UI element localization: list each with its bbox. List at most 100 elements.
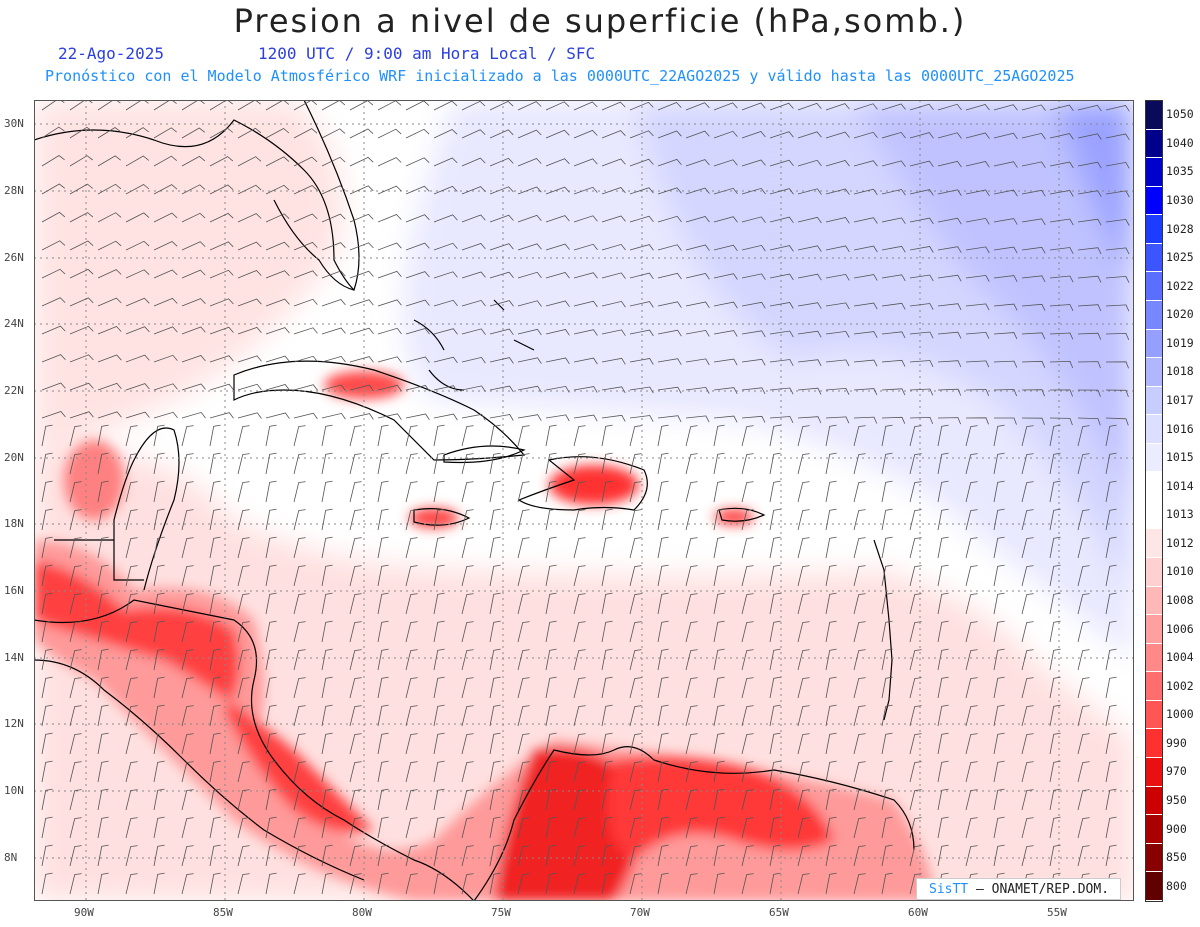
wind-barb [545, 480, 557, 503]
wind-barb [41, 816, 53, 839]
colorbar-swatch [1146, 757, 1162, 787]
wind-barb [825, 760, 837, 783]
wind-barb [69, 649, 82, 671]
wind-barb [825, 245, 850, 253]
wind-barb [1049, 648, 1061, 671]
wind-barb [349, 845, 362, 867]
wind-barb [489, 760, 501, 783]
lon-label: 80W [352, 906, 372, 919]
lat-label: 28N [4, 184, 24, 197]
wind-barb [937, 103, 962, 111]
wind-barb [965, 509, 978, 531]
wind-barb [321, 156, 346, 167]
wind-barb [125, 621, 138, 643]
wind-barb [993, 104, 1018, 111]
wind-barb [433, 157, 458, 167]
wind-barb [489, 357, 514, 364]
wind-barb [685, 677, 698, 699]
wind-barb [125, 425, 138, 447]
wind-barb [629, 621, 642, 643]
wind-barb [377, 592, 389, 615]
wind-barb [153, 326, 178, 335]
wind-barb [965, 246, 990, 254]
lon-label: 75W [491, 906, 511, 919]
wind-barb [517, 453, 530, 475]
wind-barb [993, 246, 1018, 254]
wind-barb [797, 273, 822, 281]
wind-barb [965, 189, 990, 197]
wind-barb [265, 213, 290, 223]
wind-barb [433, 356, 458, 364]
wind-barb [937, 760, 949, 783]
wind-barb [349, 413, 374, 420]
wind-barb [713, 301, 738, 309]
wind-barb [825, 872, 837, 895]
wind-barb [713, 216, 738, 223]
wind-barb [153, 297, 178, 307]
wind-barb [461, 186, 486, 195]
wind-barb [741, 509, 754, 531]
wind-barb [629, 481, 642, 503]
wind-barb [713, 872, 725, 895]
wind-barb [881, 592, 893, 615]
wind-barb [825, 131, 850, 139]
wind-barb [293, 481, 306, 503]
wind-barb [125, 649, 138, 671]
colorbar-swatch [1146, 643, 1162, 673]
wind-barb [377, 816, 389, 839]
wind-barb [405, 413, 430, 421]
wind-barb [797, 216, 822, 224]
lat-label: 24N [4, 317, 24, 330]
wind-barb [629, 761, 642, 783]
wind-barb [825, 788, 837, 811]
wind-barb [377, 760, 389, 783]
wind-barb [1077, 247, 1102, 255]
wind-barb [237, 537, 250, 559]
wind-barb [349, 213, 374, 223]
wind-barb [181, 873, 194, 895]
wind-barb [657, 592, 669, 615]
wind-barb [433, 299, 458, 307]
wind-barb [405, 271, 430, 279]
wind-barb [153, 844, 165, 867]
wind-barb [69, 677, 82, 699]
wind-barb [1077, 509, 1090, 531]
wind-barb [321, 872, 333, 895]
wind-barb [853, 873, 866, 895]
wind-barb [797, 425, 810, 447]
wind-barb [713, 187, 738, 195]
wind-barb [993, 275, 1018, 282]
wind-barb [1021, 453, 1034, 475]
wind-barb [965, 621, 978, 643]
wind-barb [573, 789, 586, 811]
wind-barb [909, 274, 934, 282]
wind-barb [181, 621, 194, 643]
wind-barb [237, 156, 262, 167]
wind-barb [657, 872, 669, 895]
wind-barb [825, 732, 837, 755]
wind-barb [1021, 677, 1034, 699]
wind-barb [265, 384, 290, 391]
wind-barb [405, 761, 418, 783]
wind-barb [265, 676, 277, 699]
wind-barb [321, 213, 346, 223]
wind-barb [209, 269, 234, 279]
wind-barb [1021, 104, 1046, 111]
wind-barb [909, 453, 922, 475]
wind-barb [1105, 105, 1130, 112]
wind-barb [713, 330, 738, 337]
wind-barb [1049, 247, 1074, 254]
wind-barb [153, 184, 178, 195]
wind-barb [237, 481, 250, 503]
wind-barb [853, 733, 866, 755]
wind-barb [909, 416, 934, 425]
wind-barb [517, 509, 530, 531]
wind-barb [769, 159, 794, 167]
wind-barb [993, 389, 1018, 397]
wind-barb [825, 416, 850, 424]
wind-barb [573, 329, 598, 336]
colorbar-swatch [1146, 443, 1162, 473]
wind-barb [377, 788, 389, 811]
wind-barb [489, 508, 501, 531]
wind-barb [209, 816, 221, 839]
